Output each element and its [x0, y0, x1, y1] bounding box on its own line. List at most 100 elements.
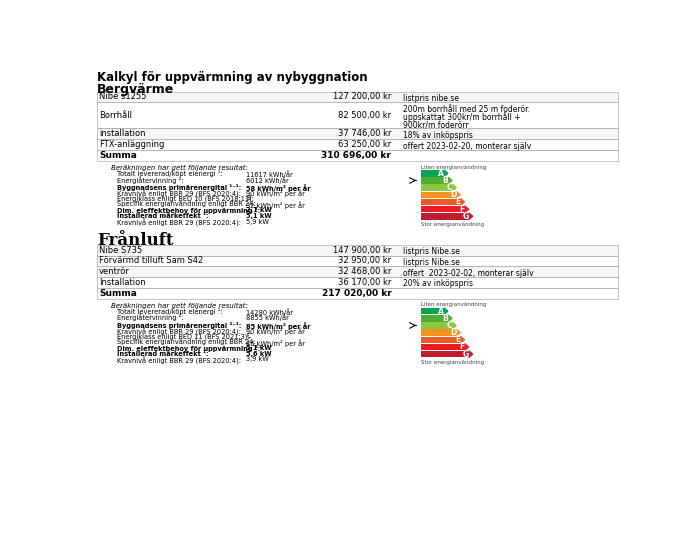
Polygon shape: [465, 344, 468, 350]
Text: Kravnivå enligt BBR 29 (BFS 2020:4):: Kravnivå enligt BBR 29 (BFS 2020:4):: [117, 328, 241, 336]
Text: B: B: [442, 314, 448, 323]
Text: 127 200,00 kr: 127 200,00 kr: [333, 93, 391, 101]
Polygon shape: [469, 213, 472, 220]
Text: A: A: [438, 307, 444, 316]
Text: Borrhåll: Borrhåll: [99, 111, 132, 120]
Text: 37 746,00 kr: 37 746,00 kr: [338, 129, 391, 138]
Text: 14280 kWh/år: 14280 kWh/år: [246, 308, 293, 316]
Polygon shape: [452, 185, 456, 191]
Text: 5,9 kW: 5,9 kW: [246, 218, 270, 224]
Text: Dim. eleffektbehov för uppvärmning ¹:: Dim. eleffektbehov för uppvärmning ¹:: [117, 207, 260, 214]
Text: 5,6 kW: 5,6 kW: [246, 351, 272, 357]
Text: Förvärmd tilluft Sam S42: Förvärmd tilluft Sam S42: [99, 257, 204, 265]
Text: 8855 kWh/år: 8855 kWh/år: [246, 314, 289, 321]
Bar: [421, 308, 444, 314]
Bar: [421, 344, 465, 350]
Text: 310 696,00 kr: 310 696,00 kr: [321, 151, 391, 160]
Polygon shape: [444, 308, 448, 314]
Text: Installerad märkeffekt ¹:: Installerad märkeffekt ¹:: [117, 351, 209, 357]
Text: Kravnivå enligt BBR 29 (BFS 2020:4):: Kravnivå enligt BBR 29 (BFS 2020:4):: [117, 356, 241, 365]
Text: G: G: [463, 212, 469, 221]
Text: E: E: [455, 335, 460, 344]
Text: 32 468,00 kr: 32 468,00 kr: [338, 267, 391, 276]
Bar: [421, 322, 452, 329]
Text: 3,9 kW: 3,9 kW: [246, 356, 269, 363]
Text: Bergvärme: Bergvärme: [97, 83, 174, 96]
Text: 2,1 kW: 2,1 kW: [246, 207, 272, 213]
Bar: [421, 329, 456, 336]
Text: F: F: [459, 204, 464, 214]
Polygon shape: [461, 337, 464, 343]
Text: C: C: [447, 321, 452, 330]
Text: Energiåtervinning ²:: Energiåtervinning ²:: [117, 314, 183, 321]
Text: listpris nibe.se: listpris nibe.se: [403, 94, 459, 103]
Text: Nibe S735: Nibe S735: [99, 246, 142, 254]
Bar: [97, 245, 617, 256]
Text: Stor energianvändning: Stor energianvändning: [421, 222, 484, 226]
Text: 217 020,00 kr: 217 020,00 kr: [321, 289, 391, 298]
Text: Kravnivå enligt BBR 29 (BFS 2020:4):: Kravnivå enligt BBR 29 (BFS 2020:4):: [117, 218, 241, 226]
Bar: [97, 102, 617, 129]
Bar: [421, 199, 461, 205]
Polygon shape: [448, 315, 452, 322]
Text: B: B: [246, 195, 251, 201]
Polygon shape: [469, 351, 472, 357]
Text: Summa: Summa: [99, 289, 137, 298]
Text: Beräkningen har gett följande resultat:: Beräkningen har gett följande resultat:: [111, 302, 248, 309]
Text: 90 kWh/m² per år: 90 kWh/m² per år: [246, 328, 305, 335]
Text: 18% av inköpspris: 18% av inköpspris: [403, 131, 473, 140]
Text: 900kr/m foderörr: 900kr/m foderörr: [403, 120, 469, 129]
Text: Beräkningen har gett följande resultat:: Beräkningen har gett följande resultat:: [111, 165, 248, 171]
Text: 6012 kWh/år: 6012 kWh/år: [246, 176, 289, 183]
Bar: [421, 170, 444, 176]
Text: G: G: [463, 350, 469, 359]
Text: 36 170,00 kr: 36 170,00 kr: [338, 278, 391, 287]
Bar: [97, 129, 617, 139]
Text: B: B: [442, 176, 448, 185]
Text: 90 kWh/m² per år: 90 kWh/m² per år: [246, 190, 305, 197]
Polygon shape: [456, 329, 461, 336]
Text: E: E: [455, 197, 460, 207]
Text: 200m borrhåll med 25 m foderör.: 200m borrhåll med 25 m foderör.: [403, 104, 530, 114]
Text: FTX-anläggning: FTX-anläggning: [99, 140, 164, 149]
Text: Liten energianvändning: Liten energianvändning: [421, 302, 486, 308]
Text: 85 kWh/m² per år: 85 kWh/m² per år: [246, 322, 311, 330]
Bar: [421, 177, 448, 184]
Polygon shape: [456, 192, 461, 198]
Text: uppskattat 300kr/m borrhåll +: uppskattat 300kr/m borrhåll +: [403, 112, 521, 122]
Text: Totalt levererad/köpt elenergi ¹:: Totalt levererad/köpt elenergi ¹:: [117, 170, 223, 177]
Text: 11617 kWh/år: 11617 kWh/år: [246, 170, 293, 178]
Text: listpris Nibe.se: listpris Nibe.se: [403, 247, 460, 256]
Bar: [97, 288, 617, 299]
Polygon shape: [444, 170, 448, 176]
Text: Specifik energianvändning enligt BBR 24:: Specifik energianvändning enligt BBR 24:: [117, 339, 256, 345]
Polygon shape: [452, 322, 456, 329]
Bar: [421, 185, 452, 191]
Polygon shape: [465, 206, 468, 213]
Text: 20% av inköpspris: 20% av inköpspris: [403, 279, 473, 288]
Text: Installerad märkeffekt ¹:: Installerad märkeffekt ¹:: [117, 213, 209, 219]
Bar: [97, 139, 617, 150]
Text: Frånluft: Frånluft: [97, 232, 174, 250]
Text: Totalt levererad/köpt elenergi ¹:: Totalt levererad/köpt elenergi ¹:: [117, 308, 223, 315]
Text: Byggnadsens primärenergital ²⁻¹:: Byggnadsens primärenergital ²⁻¹:: [117, 322, 242, 329]
Text: Kravnivå enligt BBR 29 (BFS 2020:4):: Kravnivå enligt BBR 29 (BFS 2020:4):: [117, 190, 241, 198]
Text: Byggnadsens primärenergital ¹⁻¹:: Byggnadsens primärenergital ¹⁻¹:: [117, 184, 242, 191]
Bar: [97, 256, 617, 266]
Text: 32 950,00 kr: 32 950,00 kr: [338, 257, 391, 265]
Text: ventrör: ventrör: [99, 267, 130, 276]
Text: Nibe s1255: Nibe s1255: [99, 93, 146, 101]
Bar: [421, 315, 448, 322]
Text: Specifik energianvändning enligt BBR 24:: Specifik energianvändning enligt BBR 24:: [117, 201, 256, 207]
Text: listpris Nibe.se: listpris Nibe.se: [403, 258, 460, 267]
Bar: [97, 277, 617, 288]
Text: F: F: [459, 343, 464, 351]
Text: Dim. eleffektbehov för uppvärmning ¹:: Dim. eleffektbehov för uppvärmning ¹:: [117, 345, 260, 352]
Text: offert  2023-02-02, monterar själv: offert 2023-02-02, monterar själv: [403, 268, 533, 278]
Text: Summa: Summa: [99, 151, 137, 160]
Text: Liten energianvändning: Liten energianvändning: [421, 165, 486, 169]
Text: A: A: [438, 169, 444, 178]
Text: D: D: [450, 328, 456, 337]
Bar: [421, 337, 461, 343]
Text: installation: installation: [99, 129, 146, 138]
